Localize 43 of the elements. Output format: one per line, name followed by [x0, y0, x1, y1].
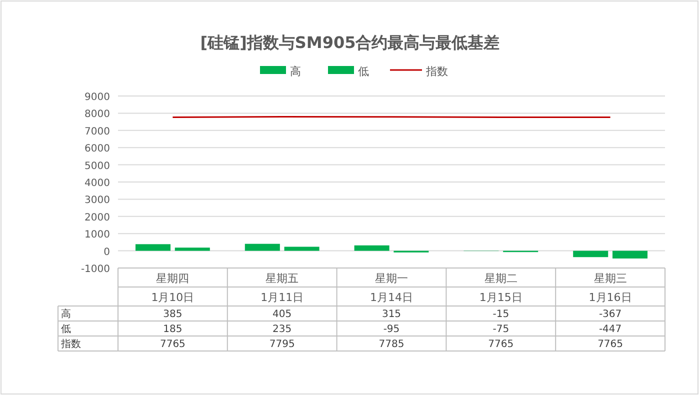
xtick: 星期一 — [375, 272, 408, 285]
data-label: 7765 — [598, 339, 624, 350]
data-label: -75 — [492, 324, 510, 335]
data-label: 7795 — [269, 339, 295, 350]
data-label: -95 — [383, 324, 400, 335]
xtick: 星期二 — [484, 272, 518, 285]
xtick: 星期五 — [266, 272, 299, 285]
legend-text: 高 — [290, 65, 301, 78]
data-label: 385 — [163, 309, 182, 320]
data-label: 235 — [272, 324, 292, 335]
xtick: 1月10日 — [151, 291, 194, 304]
xtick: 1月14日 — [370, 291, 413, 304]
xtick: 1月15日 — [479, 291, 522, 304]
data-label: -447 — [598, 324, 622, 335]
xtick: 1月16日 — [588, 291, 632, 304]
ytick: 7000 — [84, 126, 110, 138]
data-label: -15 — [492, 309, 510, 320]
xtick: 星期三 — [594, 272, 627, 285]
xtick: 星期四 — [156, 272, 190, 285]
ytick: 5000 — [84, 160, 110, 172]
data-label: 185 — [163, 324, 182, 335]
data-label: 315 — [382, 309, 402, 320]
table-label: 指数 — [61, 339, 81, 350]
ytick: -1000 — [80, 264, 110, 275]
legend-text: 指数 — [426, 65, 448, 78]
data-label: -367 — [598, 309, 622, 320]
legend-text: 低 — [358, 65, 369, 78]
data-label: 7785 — [378, 339, 404, 350]
title: [硅锰]指数与SM905合约最高与最低基差 — [200, 33, 500, 52]
ytick: 4000 — [84, 178, 110, 189]
table-label: 高 — [61, 309, 71, 320]
ytick: 3000 — [84, 195, 110, 206]
ytick: 8000 — [84, 109, 110, 120]
data-label: 7765 — [160, 339, 186, 350]
ytick: 9000 — [84, 92, 110, 103]
ytick: 2000 — [84, 212, 110, 224]
ytick: 1000 — [84, 230, 110, 241]
ytick: 0 — [104, 246, 110, 258]
ytick: 6000 — [84, 144, 110, 155]
data-label: 405 — [272, 309, 292, 320]
data-label: 7765 — [488, 339, 514, 350]
xtick: 1月11日 — [260, 291, 304, 304]
table-label: 低 — [61, 324, 71, 335]
